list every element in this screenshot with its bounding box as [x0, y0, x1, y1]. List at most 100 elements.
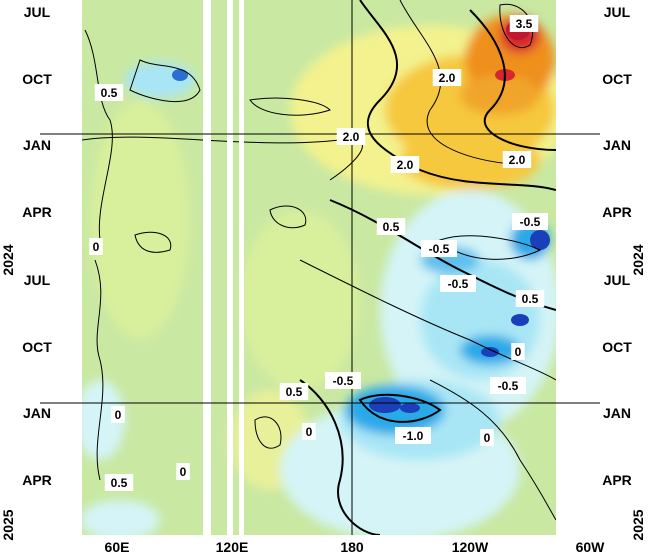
field-cool-light — [82, 500, 160, 535]
contour-label: -0.5 — [512, 213, 548, 230]
contour-label: 0.5 — [94, 84, 124, 101]
contour-line — [358, 393, 442, 423]
contour-label-text: 0 — [484, 431, 491, 445]
contour-label: 0 — [302, 423, 316, 440]
contour-label: 0 — [111, 406, 125, 423]
contour-label-text: -0.5 — [333, 374, 354, 388]
y-tick-label: APR — [602, 472, 632, 488]
contour-label-box — [515, 290, 545, 307]
gap-stripe — [239, 0, 244, 535]
x-tick-label: 180 — [340, 539, 364, 555]
x-tick-label: 120W — [452, 539, 489, 555]
contour-label: 0.5 — [515, 290, 545, 307]
contour-label-text: -0.5 — [520, 215, 541, 229]
contour-label: 2.0 — [432, 69, 462, 86]
contour-label: 3.5 — [509, 15, 539, 32]
year-label-left-2024: 2024 — [0, 244, 16, 275]
contour-line — [94, 259, 104, 481]
cool-core — [172, 69, 188, 81]
y-tick-label: JAN — [23, 137, 51, 153]
contour-label-box — [421, 240, 457, 257]
contour-labels: 3.5 2.0 0.5 2.0 2.0 2.0 0.5 -0.5 0 -0.5 -0.5 0.5 0 0.… — [89, 15, 548, 491]
field-cool-light — [82, 380, 125, 460]
contour-label-box — [440, 275, 476, 292]
contour-label-box — [395, 427, 431, 444]
contour-label: 0 — [89, 238, 103, 255]
contour-label-box — [104, 474, 134, 491]
contour-label-text: 0.5 — [101, 86, 118, 100]
contour-label-box — [480, 429, 494, 446]
y-tick-label: JAN — [603, 405, 631, 421]
year-label-left-2025: 2025 — [0, 509, 16, 540]
contour-label: -1.0 — [395, 427, 431, 444]
gap-stripe — [203, 0, 211, 535]
contour-label-text: 0 — [115, 408, 122, 422]
contour-label: 0 — [480, 429, 494, 446]
reference-lines — [40, 0, 600, 535]
contour-label: -0.5 — [440, 275, 476, 292]
contour-label-box — [509, 15, 539, 32]
y-tick-label: OCT — [602, 71, 632, 87]
contour-label-text: 0 — [515, 345, 522, 359]
contour-label-text: 0.5 — [286, 385, 303, 399]
contour-label: 0.5 — [376, 218, 406, 235]
contour-label-text: 0 — [306, 425, 313, 439]
x-tick-label: 60W — [576, 539, 606, 555]
contour-label-text: 2.0 — [397, 158, 414, 172]
contour-label: 2.0 — [502, 151, 532, 168]
contour-label-box — [279, 383, 309, 400]
contour-label-text: 2.0 — [439, 71, 456, 85]
contour-label-box — [490, 377, 526, 394]
y-tick-label: JUL — [24, 4, 51, 20]
y-tick-label: OCT — [22, 339, 52, 355]
year-label-right-2025: 2025 — [630, 509, 646, 540]
contour-label-box — [390, 156, 420, 173]
contour-label-box — [325, 372, 361, 389]
x-axis-ticks: 60E 120E 180 120W 60W — [105, 539, 606, 555]
y-tick-label: OCT — [22, 71, 52, 87]
contour-line — [82, 136, 363, 181]
contour-label-box — [511, 343, 525, 360]
contour-label-text: 0 — [180, 465, 187, 479]
contour-label-box — [336, 128, 366, 145]
contour-label: -0.5 — [421, 240, 457, 257]
contour-line — [134, 231, 172, 253]
cool-core — [481, 347, 499, 357]
y-tick-label: APR — [22, 204, 52, 220]
contour-line — [399, 0, 521, 166]
cool-core — [400, 403, 420, 413]
contour-label: 0.5 — [279, 383, 309, 400]
contour-label: 0 — [511, 343, 525, 360]
cool-core — [511, 314, 529, 326]
year-label-right-2024: 2024 — [630, 244, 646, 275]
contour-lines — [82, 0, 556, 535]
contour-label-box — [111, 406, 125, 423]
y-tick-label: OCT — [602, 339, 632, 355]
y-tick-label: JUL — [604, 4, 631, 20]
contour-line — [129, 59, 201, 103]
contour-label-text: -0.5 — [498, 379, 519, 393]
field-neutral-patch — [90, 100, 190, 340]
contour-label-text: 0.5 — [111, 476, 128, 490]
y-axis-ticks-left: JUL OCT JAN APR JUL OCT JAN APR — [22, 4, 52, 488]
y-tick-label: JAN — [23, 405, 51, 421]
missing-data-gaps — [203, 0, 244, 535]
y-tick-label: APR — [22, 472, 52, 488]
contour-line — [299, 379, 381, 535]
contour-label-box — [432, 69, 462, 86]
contour-line — [299, 259, 556, 381]
cool-core — [369, 397, 401, 413]
contour-label-box — [512, 213, 548, 230]
contour-line — [269, 205, 307, 229]
contour-label: 0.5 — [104, 474, 134, 491]
contour-label-box — [502, 151, 532, 168]
contour-label: -0.5 — [325, 372, 361, 389]
y-tick-label: APR — [602, 204, 632, 220]
x-tick-label: 120E — [216, 539, 249, 555]
contour-label-box — [176, 463, 190, 480]
contour-label: 0 — [176, 463, 190, 480]
contour-label: 2.0 — [336, 128, 366, 145]
contour-label: -0.5 — [490, 377, 526, 394]
contour-label: 2.0 — [390, 156, 420, 173]
